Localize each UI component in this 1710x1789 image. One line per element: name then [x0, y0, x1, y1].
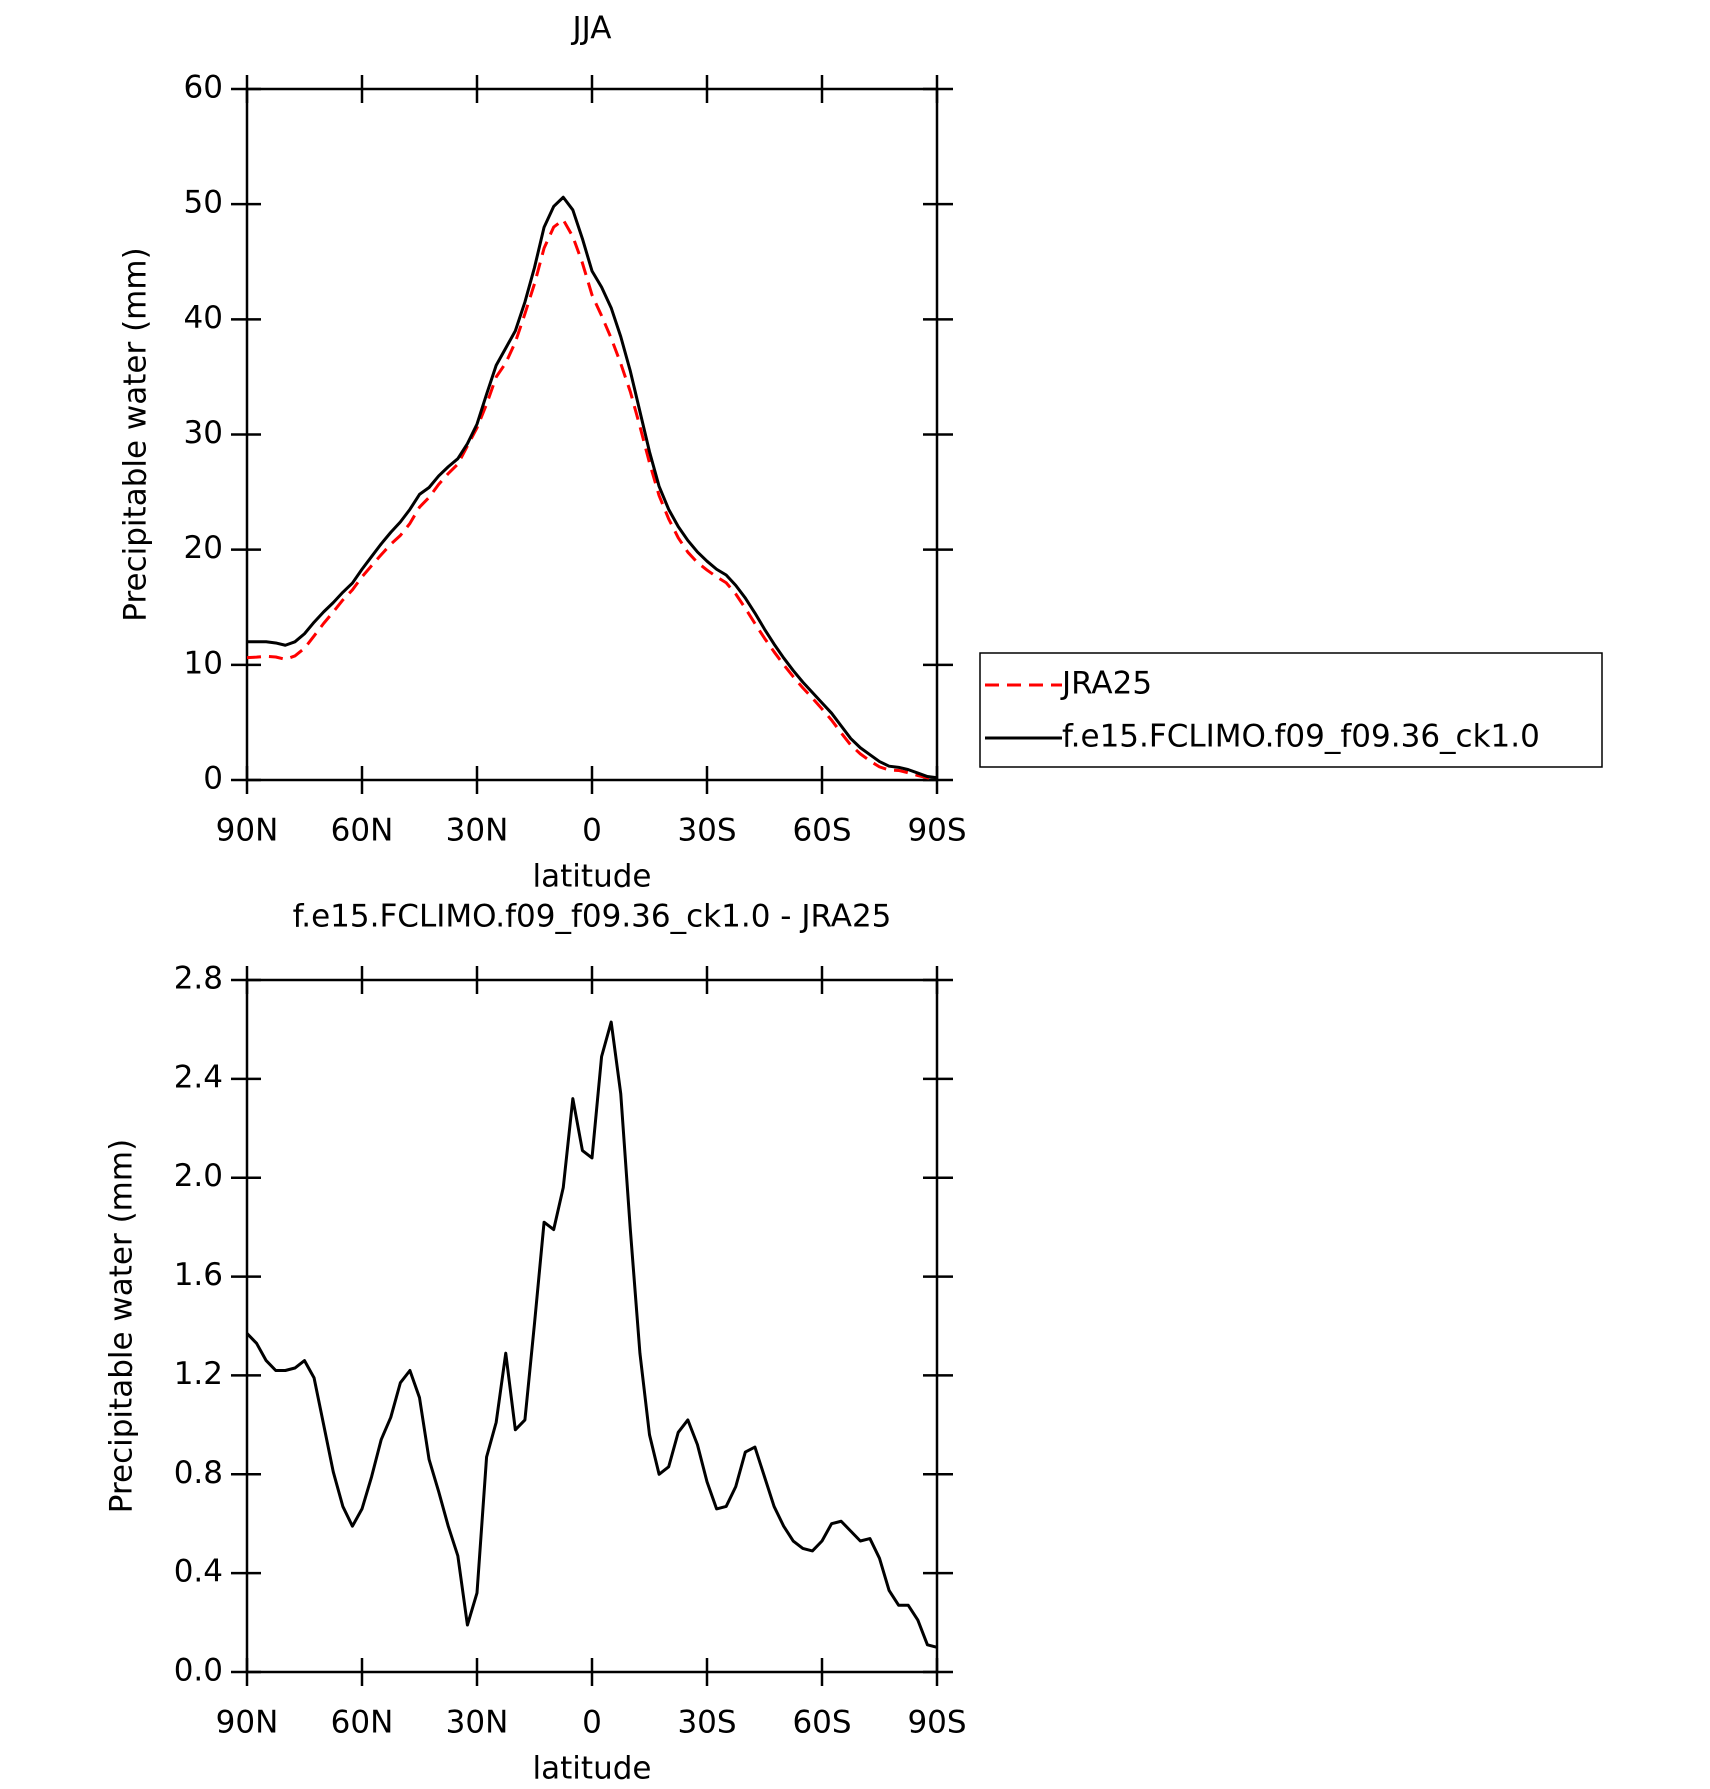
data-line — [245, 1020, 938, 1649]
y-axis-label: Precipitable water (mm) — [104, 1139, 140, 1513]
x-tick-label: 0 — [582, 1705, 602, 1741]
x-tick-label: 30N — [446, 1705, 509, 1741]
x-tick-label: 90N — [216, 813, 279, 849]
x-tick-label: 30N — [446, 813, 509, 849]
x-tick-label: 90S — [907, 1705, 966, 1741]
y-tick-label: 1.6 — [174, 1257, 223, 1293]
data-line — [247, 195, 938, 780]
data-line — [246, 218, 938, 781]
x-tick-label: 60S — [792, 813, 851, 849]
y-tick-label: 10 — [184, 645, 223, 681]
x-tick-label: 60S — [792, 1705, 851, 1741]
y-tick-label: 2.8 — [174, 961, 223, 997]
y-tick-label: 0.8 — [174, 1455, 223, 1491]
y-tick-label: 50 — [184, 185, 223, 221]
plot-frame — [245, 978, 939, 1674]
y-tick-label: 60 — [184, 70, 223, 106]
legend-label: JRA25 — [1060, 666, 1152, 702]
chart-title: f.e15.FCLIMO.f09_f09.36_ck1.0 - JRA25 — [293, 899, 892, 935]
y-tick-label: 0 — [203, 761, 223, 797]
y-axis-label: Precipitable water (mm) — [118, 247, 154, 621]
x-tick-label: 30S — [677, 1705, 736, 1741]
x-tick-label: 60N — [331, 813, 394, 849]
legend-label: f.e15.FCLIMO.f09_f09.36_ck1.0 — [1062, 719, 1540, 755]
y-tick-label: 0.0 — [174, 1653, 223, 1689]
y-tick-label: 30 — [184, 415, 223, 451]
plot-frame — [245, 87, 939, 782]
x-tick-label: 60N — [331, 1705, 394, 1741]
y-tick-label: 2.4 — [174, 1059, 223, 1095]
y-tick-label: 20 — [184, 530, 223, 566]
chart-title: JJA — [571, 11, 612, 47]
y-tick-label: 1.2 — [174, 1356, 223, 1392]
x-axis-label: latitude — [533, 1751, 652, 1787]
x-tick-label: 30S — [677, 813, 736, 849]
x-tick-label: 0 — [582, 813, 602, 849]
y-tick-label: 0.4 — [174, 1554, 223, 1590]
y-tick-label: 2.0 — [174, 1158, 223, 1194]
x-axis-label: latitude — [533, 859, 652, 895]
x-tick-label: 90N — [216, 1705, 279, 1741]
x-tick-label: 90S — [907, 813, 966, 849]
legend-box — [979, 652, 1603, 768]
y-tick-label: 40 — [184, 300, 223, 336]
